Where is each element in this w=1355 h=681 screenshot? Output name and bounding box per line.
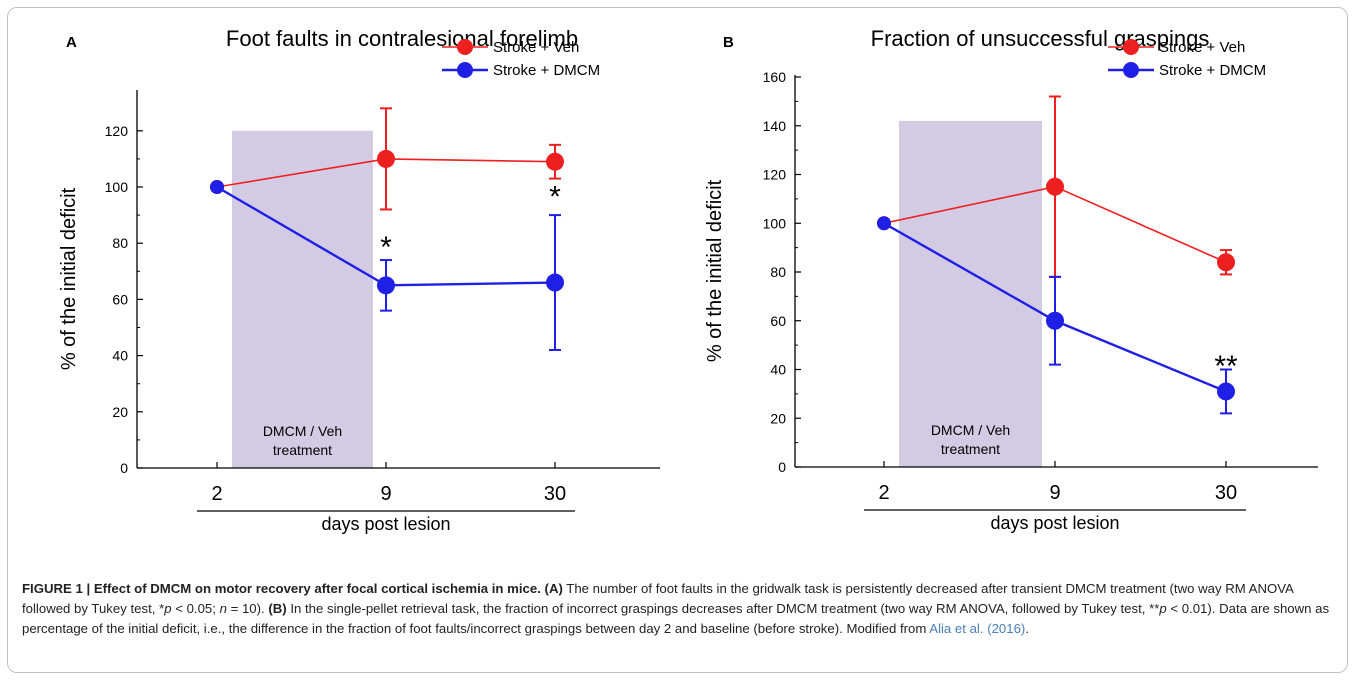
data-point	[546, 152, 564, 171]
x-axis-label: days post lesion	[990, 513, 1119, 533]
caption-figure-label: FIGURE 1 | Effect of DMCM on motor recov…	[22, 581, 541, 596]
y-tick-label: 120	[105, 123, 129, 139]
data-point	[377, 149, 395, 168]
significance-marker: **	[1214, 350, 1238, 383]
significance-marker: *	[549, 181, 561, 214]
legend-label: Stroke + Veh	[1159, 39, 1245, 56]
caption-a-text-2: < 0.05;	[171, 601, 220, 616]
legend-label: Stroke + Veh	[493, 39, 579, 56]
caption-b-text-2: < 0.01). Data are shown as percentage of…	[22, 601, 1330, 636]
data-point	[1217, 253, 1235, 272]
x-tick-label: 30	[1215, 482, 1237, 504]
caption-b-p: p	[1159, 601, 1167, 616]
panel-label: A	[66, 34, 77, 51]
significance-marker: *	[380, 231, 392, 264]
chart-title: Foot faults in contralesional forelimb	[226, 26, 578, 51]
legend-marker	[1123, 62, 1139, 78]
data-point	[1046, 177, 1064, 196]
data-point	[546, 273, 564, 292]
data-point	[210, 180, 224, 194]
treatment-band-label: DMCM / Veh	[931, 422, 1010, 438]
y-tick-label: 40	[112, 348, 128, 364]
y-tick-label: 0	[120, 460, 128, 476]
caption-citation-link[interactable]: Alia et al. (2016)	[929, 621, 1026, 636]
y-tick-label: 100	[105, 179, 129, 195]
data-point	[1217, 382, 1235, 401]
legend-label: Stroke + DMCM	[1159, 62, 1266, 79]
data-point	[377, 276, 395, 295]
legend-marker	[457, 62, 473, 78]
caption-a-n: n	[219, 601, 227, 616]
treatment-band-label: treatment	[941, 441, 1000, 457]
panel-label: B	[723, 34, 734, 51]
x-tick-label: 2	[878, 482, 889, 504]
y-axis-label: % of the initial deficit	[58, 187, 80, 370]
chart-panel-b: DMCM / Veh treatment 0 20 40 60 80 100 120 140 160…	[704, 26, 1318, 533]
y-tick-label: 40	[770, 362, 786, 378]
caption-a-text-3: = 10).	[226, 601, 269, 616]
legend-marker	[1123, 39, 1139, 55]
data-point	[1046, 311, 1064, 330]
caption-end: .	[1025, 621, 1029, 636]
x-tick-label: 30	[544, 483, 566, 505]
data-point	[877, 216, 891, 231]
treatment-band-label: treatment	[273, 442, 332, 458]
y-tick-label: 60	[770, 313, 786, 329]
legend-marker	[457, 39, 473, 55]
x-axis-label: days post lesion	[321, 514, 450, 534]
chart-panel-a: DMCM / Veh treatment 0 20 40 60 80 100 120 2 9 30 da…	[58, 26, 660, 534]
y-tick-label: 140	[763, 118, 787, 134]
caption-a-label: (A)	[544, 581, 563, 596]
y-tick-label: 100	[763, 215, 787, 231]
y-tick-label: 80	[112, 235, 128, 251]
x-tick-label: 2	[211, 483, 222, 505]
y-tick-label: 60	[112, 291, 128, 307]
caption-a-p: p	[164, 601, 172, 616]
legend-label: Stroke + DMCM	[493, 62, 600, 79]
caption-a-text-1: The number of foot faults in the gridwal…	[22, 581, 1294, 616]
x-tick-label: 9	[380, 483, 391, 505]
y-tick-label: 20	[112, 404, 128, 420]
y-axis-label: % of the initial deficit	[704, 179, 726, 362]
treatment-band	[232, 130, 373, 469]
caption-b-label: (B)	[268, 601, 287, 616]
y-tick-label: 160	[763, 69, 787, 85]
y-tick-label: 20	[770, 410, 786, 426]
x-tick-label: 9	[1049, 482, 1060, 504]
figure-caption: FIGURE 1 | Effect of DMCM on motor recov…	[22, 579, 1332, 639]
y-tick-label: 0	[778, 459, 786, 475]
y-tick-label: 80	[770, 264, 786, 280]
y-tick-label: 120	[763, 167, 787, 183]
caption-b-text-1: In the single-pellet retrieval task, the…	[286, 601, 1160, 616]
treatment-band-label: DMCM / Veh	[263, 423, 342, 439]
treatment-band	[899, 120, 1042, 467]
figure-frame	[7, 7, 1348, 673]
